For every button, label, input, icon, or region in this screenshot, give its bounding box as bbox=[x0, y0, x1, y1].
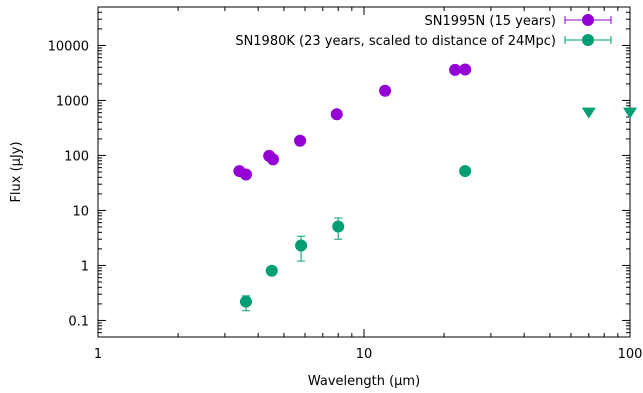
legend-sample-sn1995n bbox=[564, 14, 612, 26]
y-tick-label: 100 bbox=[64, 149, 89, 164]
x-tick-label: 1 bbox=[94, 347, 102, 362]
major-ticks bbox=[97, 7, 631, 337]
x-tick-label: 10 bbox=[356, 347, 373, 362]
y-tick-labels: 0.1 1 10 100 1000 10000 bbox=[48, 39, 89, 329]
data-point bbox=[265, 264, 278, 277]
series-1 bbox=[239, 107, 637, 312]
y-tick-label: 10 bbox=[72, 204, 89, 219]
data-point bbox=[239, 168, 252, 181]
series-layer bbox=[233, 63, 637, 312]
x-tick-label: 100 bbox=[618, 347, 643, 362]
data-point bbox=[449, 63, 462, 76]
upper-limit-marker bbox=[623, 107, 637, 119]
data-point bbox=[459, 63, 472, 76]
legend-marker bbox=[582, 34, 594, 46]
minor-ticks bbox=[98, 7, 630, 337]
upper-limit-marker bbox=[581, 107, 596, 119]
x-tick-labels: 1 10 100 bbox=[94, 347, 643, 362]
data-point bbox=[332, 220, 345, 233]
data-point bbox=[294, 134, 307, 147]
plot-frame bbox=[97, 6, 631, 338]
x-axis-title: Wavelength (µm) bbox=[308, 374, 420, 389]
legend-sample-sn1980k bbox=[564, 34, 612, 46]
data-point bbox=[295, 239, 308, 252]
data-point bbox=[330, 108, 343, 121]
legend-marker bbox=[582, 14, 594, 26]
data-point bbox=[267, 153, 280, 166]
y-tick-label: 0.1 bbox=[68, 314, 89, 329]
data-point bbox=[379, 84, 392, 97]
y-tick-label: 1 bbox=[81, 259, 89, 274]
y-tick-label: 10000 bbox=[48, 39, 89, 54]
y-axis-title: Flux (µJy) bbox=[9, 141, 24, 202]
series-0 bbox=[233, 63, 472, 181]
y-tick-label: 1000 bbox=[56, 94, 89, 109]
data-point bbox=[239, 295, 252, 308]
legend-label-sn1995n: SN1995N (15 years) bbox=[424, 14, 556, 29]
legend-label-sn1980k: SN1980K (23 years, scaled to distance of… bbox=[235, 34, 556, 49]
legend: SN1995N (15 years) SN1980K (23 years, sc… bbox=[235, 14, 612, 49]
data-point bbox=[459, 165, 472, 178]
